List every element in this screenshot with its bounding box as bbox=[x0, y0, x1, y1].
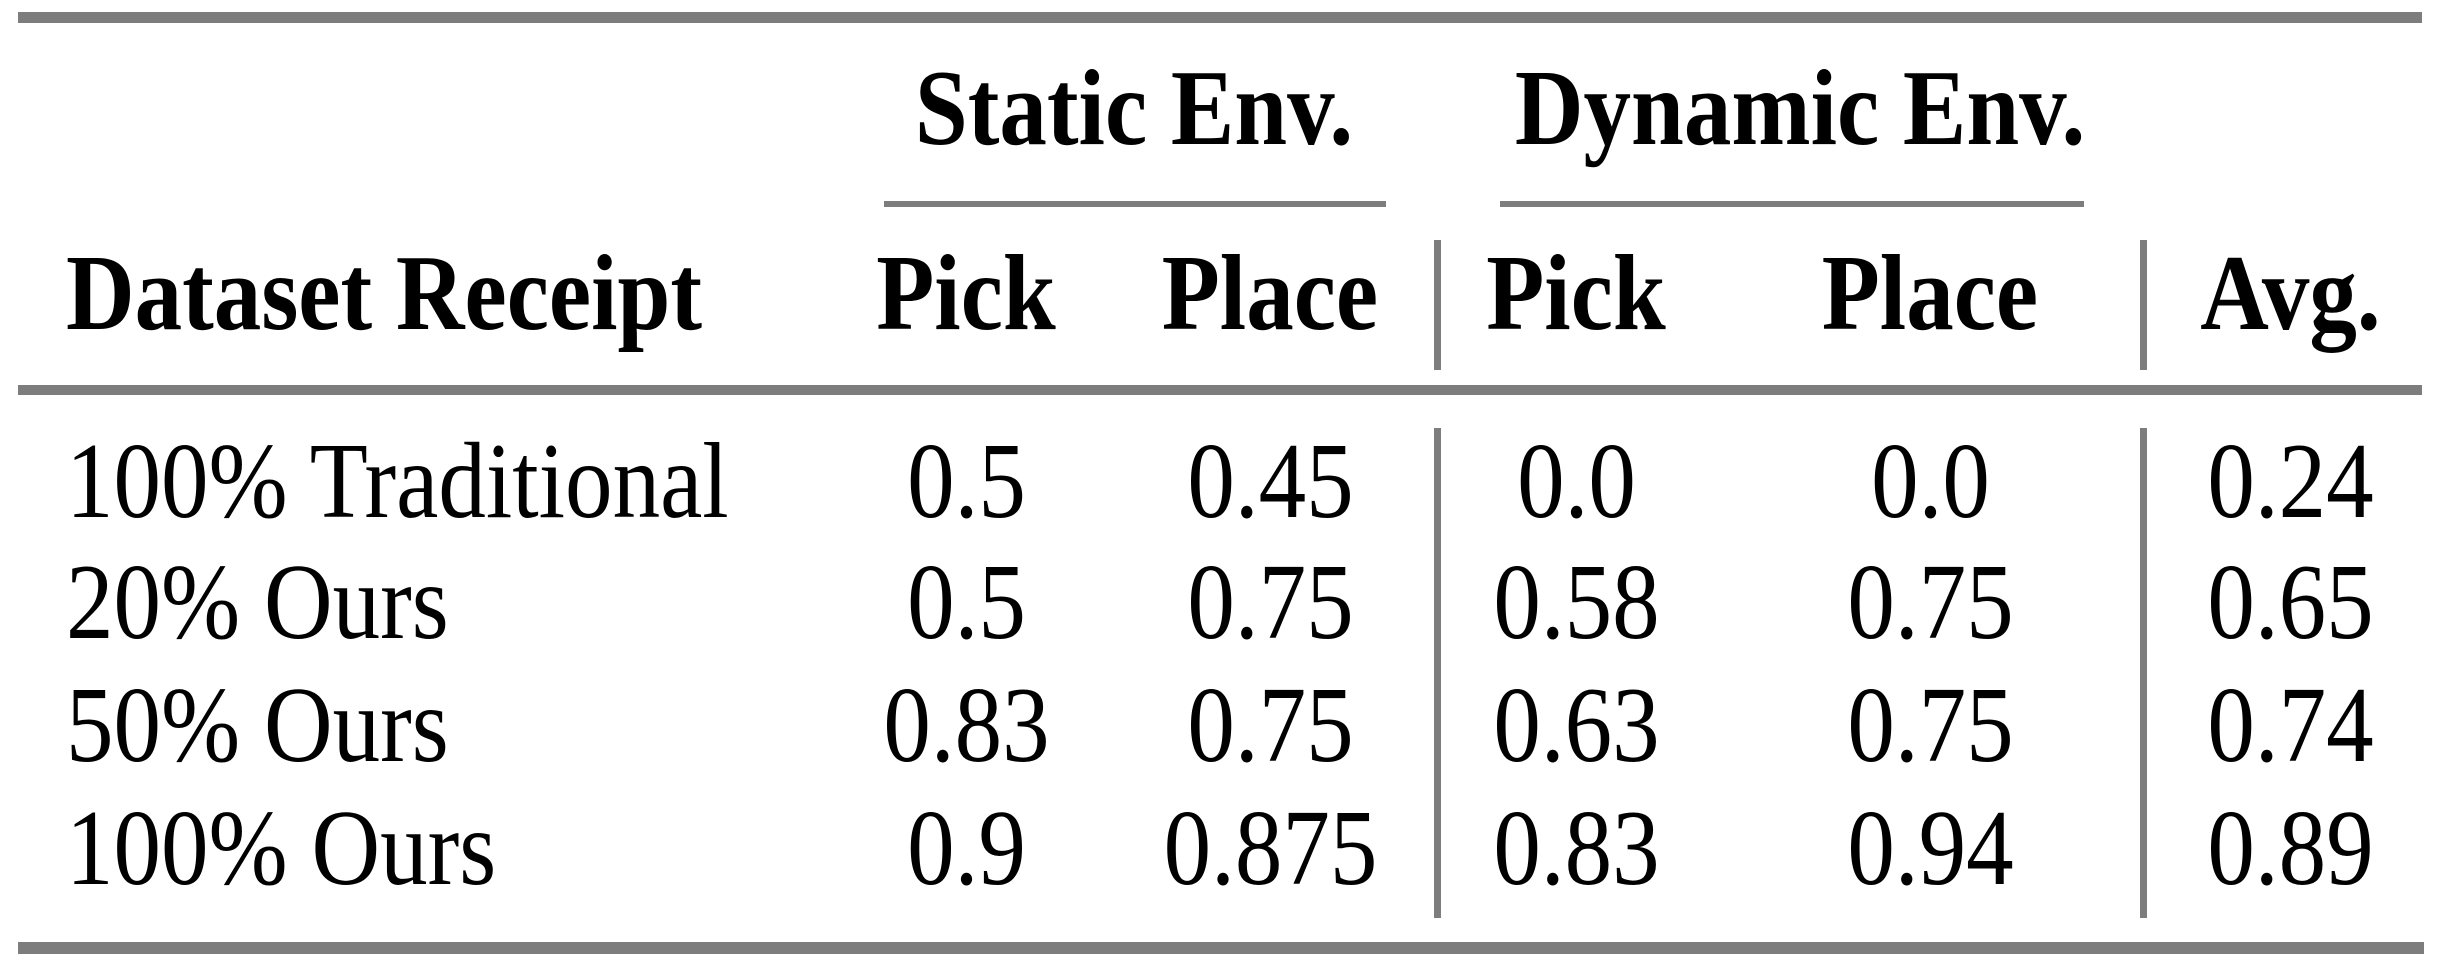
cell-avg: 0.89 bbox=[2206, 789, 2374, 908]
top-rule bbox=[18, 12, 2422, 23]
row-label: 100% Ours bbox=[66, 789, 497, 908]
vertical-rule-2-header bbox=[2140, 240, 2147, 370]
cell-static-pick: 0.5 bbox=[906, 422, 1026, 541]
cell-dynamic-pick: 0.83 bbox=[1492, 789, 1660, 908]
row-label: 50% Ours bbox=[66, 666, 449, 785]
cell-dynamic-pick: 0.63 bbox=[1492, 666, 1660, 785]
column-header-static-pick: Pick bbox=[876, 234, 1056, 353]
vertical-rule-1-body bbox=[1434, 428, 1441, 918]
row-label: 20% Ours bbox=[66, 543, 449, 662]
group-header-static-env-label: Static Env. bbox=[914, 49, 1354, 168]
cell-avg: 0.74 bbox=[2206, 666, 2374, 785]
header-midrule bbox=[18, 385, 2422, 395]
column-header-static-place: Place bbox=[1161, 234, 1379, 353]
cell-static-pick: 0.9 bbox=[906, 789, 1026, 908]
cell-dynamic-pick: 0.0 bbox=[1516, 422, 1636, 541]
cell-static-place: 0.75 bbox=[1186, 543, 1354, 662]
cell-dynamic-place: 0.0 bbox=[1870, 422, 1990, 541]
cell-static-place: 0.75 bbox=[1186, 666, 1354, 785]
cell-dynamic-pick: 0.58 bbox=[1492, 543, 1660, 662]
cell-avg: 0.24 bbox=[2206, 422, 2374, 541]
row-label: 100% Traditional bbox=[66, 422, 729, 541]
cell-dynamic-place: 0.75 bbox=[1846, 543, 2014, 662]
column-header-avg: Avg. bbox=[2199, 234, 2381, 353]
group-header-static-env: Static Env. bbox=[814, 55, 1454, 163]
vertical-rule-1-header bbox=[1434, 240, 1441, 370]
cell-static-pick: 0.83 bbox=[882, 666, 1050, 785]
cell-static-place: 0.45 bbox=[1186, 422, 1354, 541]
column-header-dynamic-pick: Pick bbox=[1486, 234, 1666, 353]
bottom-rule bbox=[18, 942, 2424, 954]
cell-dynamic-place: 0.75 bbox=[1846, 666, 2014, 785]
vertical-rule-2-body bbox=[2140, 428, 2147, 918]
cell-avg: 0.65 bbox=[2206, 543, 2374, 662]
column-header-dataset-receipt: Dataset Receipt bbox=[66, 234, 703, 353]
cmidrule-dynamic bbox=[1500, 201, 2084, 207]
cmidrule-static bbox=[884, 201, 1386, 207]
column-header-dynamic-place: Place bbox=[1821, 234, 2039, 353]
cell-dynamic-place: 0.94 bbox=[1846, 789, 2014, 908]
cell-static-pick: 0.5 bbox=[906, 543, 1026, 662]
group-header-dynamic-env: Dynamic Env. bbox=[1476, 55, 2116, 163]
group-header-dynamic-env-label: Dynamic Env. bbox=[1514, 49, 2086, 168]
cell-static-place: 0.875 bbox=[1163, 789, 1377, 908]
